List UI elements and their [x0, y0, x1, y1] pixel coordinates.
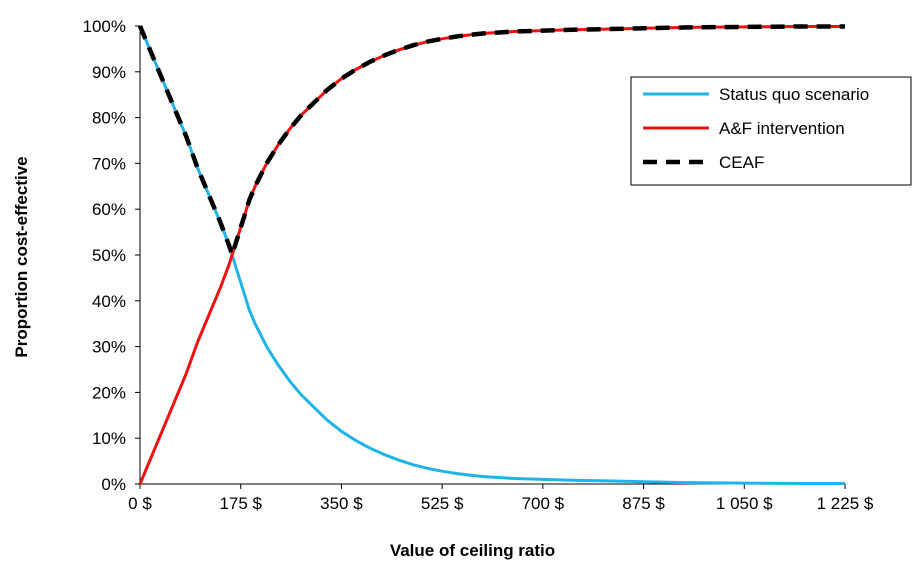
- x-tick-label: 1 050 $: [716, 494, 773, 513]
- x-tick-label: 350 $: [320, 494, 363, 513]
- y-tick-label: 80%: [92, 109, 126, 128]
- y-tick-label: 100%: [83, 17, 126, 36]
- series-layer: [137, 24, 845, 485]
- x-tick-label: 175 $: [219, 494, 262, 513]
- y-tick-label: 70%: [92, 154, 126, 173]
- x-tick-label: 0 $: [128, 494, 152, 513]
- y-tick-label: 50%: [92, 246, 126, 265]
- y-tick-label: 30%: [92, 338, 126, 357]
- legend-label-2: CEAF: [719, 153, 764, 172]
- legend-label-0: Status quo scenario: [719, 85, 869, 104]
- x-tick-label: 875 $: [622, 494, 665, 513]
- y-axis-title: Proportion cost-effective: [12, 156, 31, 357]
- x-axis-ticks: 0 $ 175 $ 350 $ 525 $ 700 $ 875 $ 1 050 $ 1 225…: [128, 484, 874, 513]
- y-tick-label: 20%: [92, 383, 126, 402]
- x-tick-label: 1 225 $: [817, 494, 874, 513]
- y-tick-label: 0%: [101, 475, 126, 494]
- series-line-2: [137, 24, 845, 258]
- y-tick-label: 40%: [92, 292, 126, 311]
- y-axis-ticks: 0% 10% 20% 30% 40% 50% 60% 70% 80% 90% 100%: [83, 17, 140, 494]
- x-tick-label: 525 $: [421, 494, 464, 513]
- x-tick-label: 700 $: [522, 494, 565, 513]
- legend-label-1: A&F intervention: [719, 119, 845, 138]
- y-tick-label: 60%: [92, 200, 126, 219]
- y-tick-label: 10%: [92, 429, 126, 448]
- y-tick-label: 90%: [92, 63, 126, 82]
- x-axis-title: Value of ceiling ratio: [390, 541, 555, 560]
- legend: Status quo scenario A&F intervention CEAF: [630, 76, 912, 186]
